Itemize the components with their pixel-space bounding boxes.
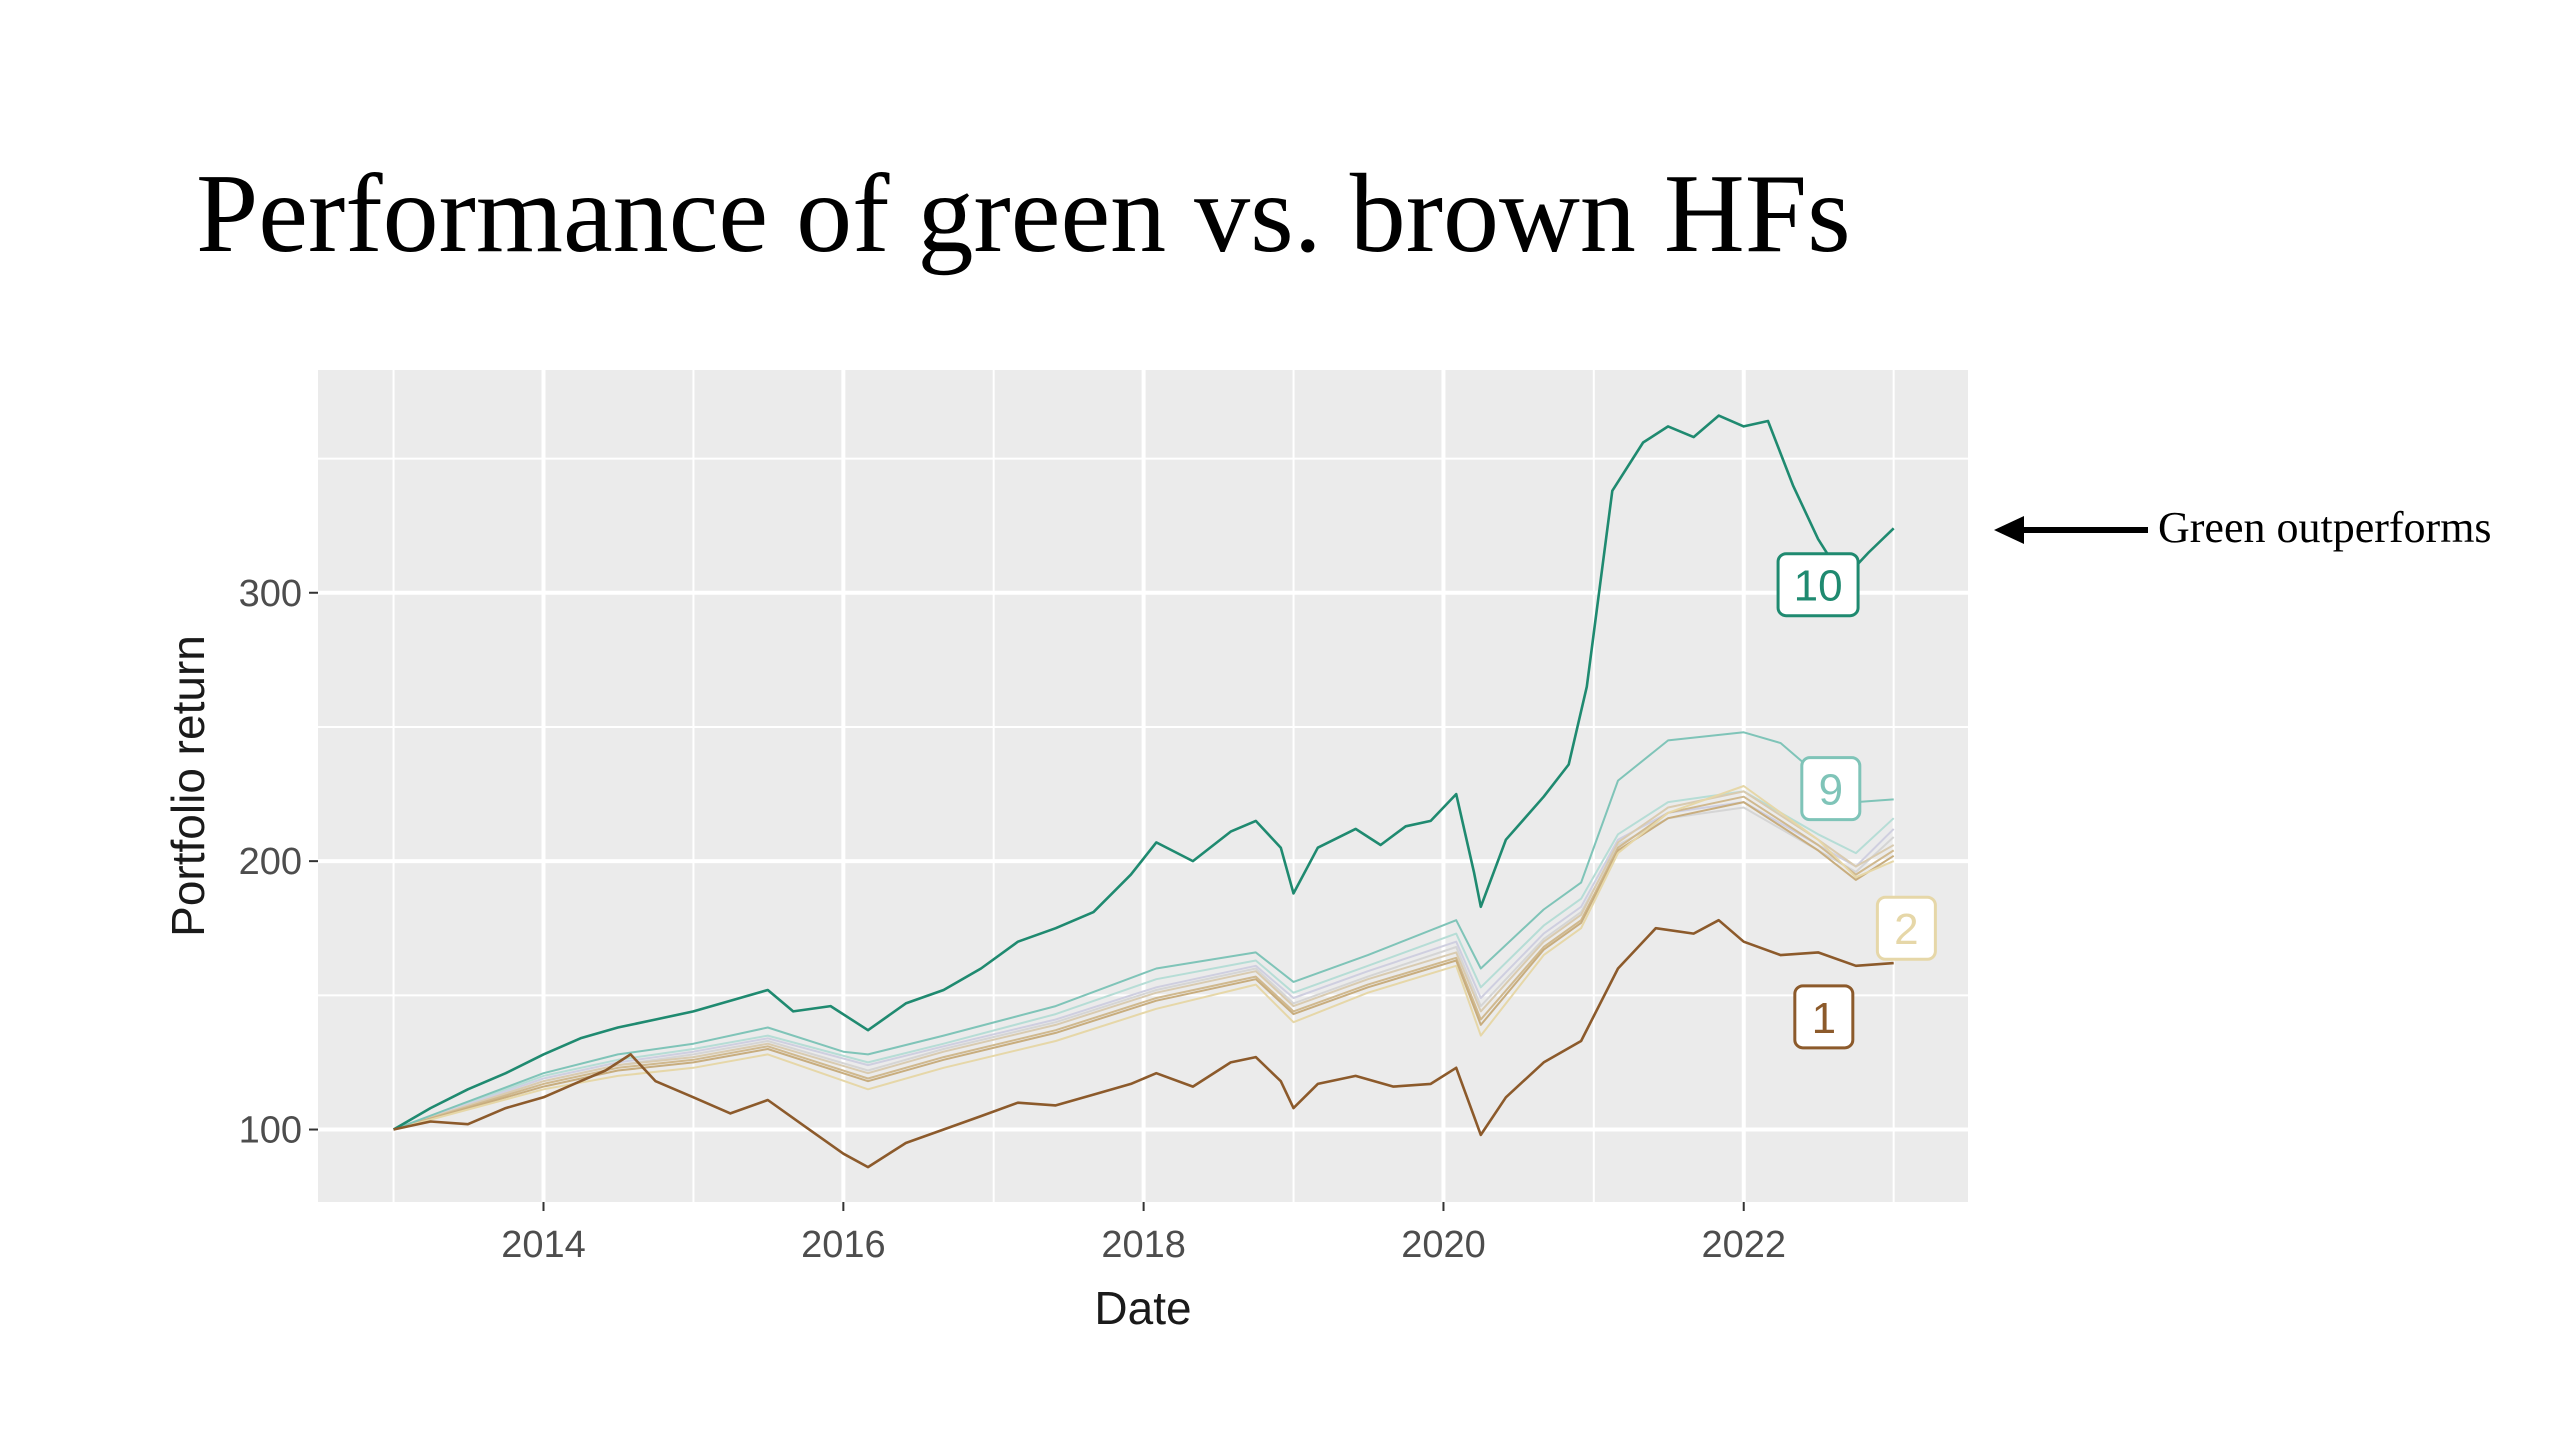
label-text: 10 bbox=[1794, 562, 1843, 611]
series-line-10 bbox=[392, 414, 1895, 1131]
series-line-7 bbox=[393, 801, 1895, 1131]
series-line-2 bbox=[393, 785, 1895, 1131]
x-axis-ticks: 2014 2016 2018 2020 2022 bbox=[501, 1202, 1786, 1266]
slide-title: Performance of green vs. brown HFs bbox=[196, 152, 1851, 276]
label-box bbox=[1875, 895, 1937, 961]
series-lines bbox=[392, 414, 1895, 1169]
label-text: 9 bbox=[1819, 766, 1843, 815]
series-line-4 bbox=[393, 795, 1895, 1131]
x-tick-label: 2016 bbox=[801, 1224, 886, 1266]
label-box bbox=[1776, 552, 1860, 618]
arrow-head bbox=[1994, 516, 2024, 544]
y-axis-ticks: 100 200 300 bbox=[239, 573, 318, 1152]
x-tick-label: 2018 bbox=[1101, 1224, 1186, 1266]
series-label-1: 1 bbox=[1793, 984, 1855, 1050]
x-tick-label: 2020 bbox=[1401, 1224, 1486, 1266]
label-box bbox=[1800, 756, 1862, 822]
y-tick-label: 100 bbox=[239, 1110, 302, 1152]
y-tick-label: 300 bbox=[239, 573, 302, 615]
x-tick-label: 2022 bbox=[1701, 1224, 1786, 1266]
annotation-text: Green outperforms bbox=[2158, 503, 2492, 552]
series-line-8 bbox=[393, 790, 1895, 1131]
label-text: 2 bbox=[1894, 905, 1918, 954]
series-label-10: 10 bbox=[1776, 552, 1860, 618]
series-label-9: 9 bbox=[1800, 756, 1862, 822]
label-box bbox=[1793, 984, 1855, 1050]
y-tick-label: 200 bbox=[239, 841, 302, 883]
series-line-6 bbox=[393, 806, 1895, 1131]
series-line-9 bbox=[393, 731, 1894, 1131]
x-axis-title: Date bbox=[1094, 1282, 1191, 1334]
x-tick-label: 2014 bbox=[501, 1224, 586, 1266]
series-line-3 bbox=[393, 801, 1895, 1131]
series-labels: 10 9 2 1 bbox=[1776, 552, 1937, 1050]
series-line-1 bbox=[393, 918, 1894, 1169]
label-text: 1 bbox=[1812, 994, 1836, 1043]
series-label-2: 2 bbox=[1875, 895, 1937, 961]
y-axis-title: Portfolio return bbox=[162, 635, 214, 937]
annotation-arrow bbox=[1994, 516, 2148, 544]
